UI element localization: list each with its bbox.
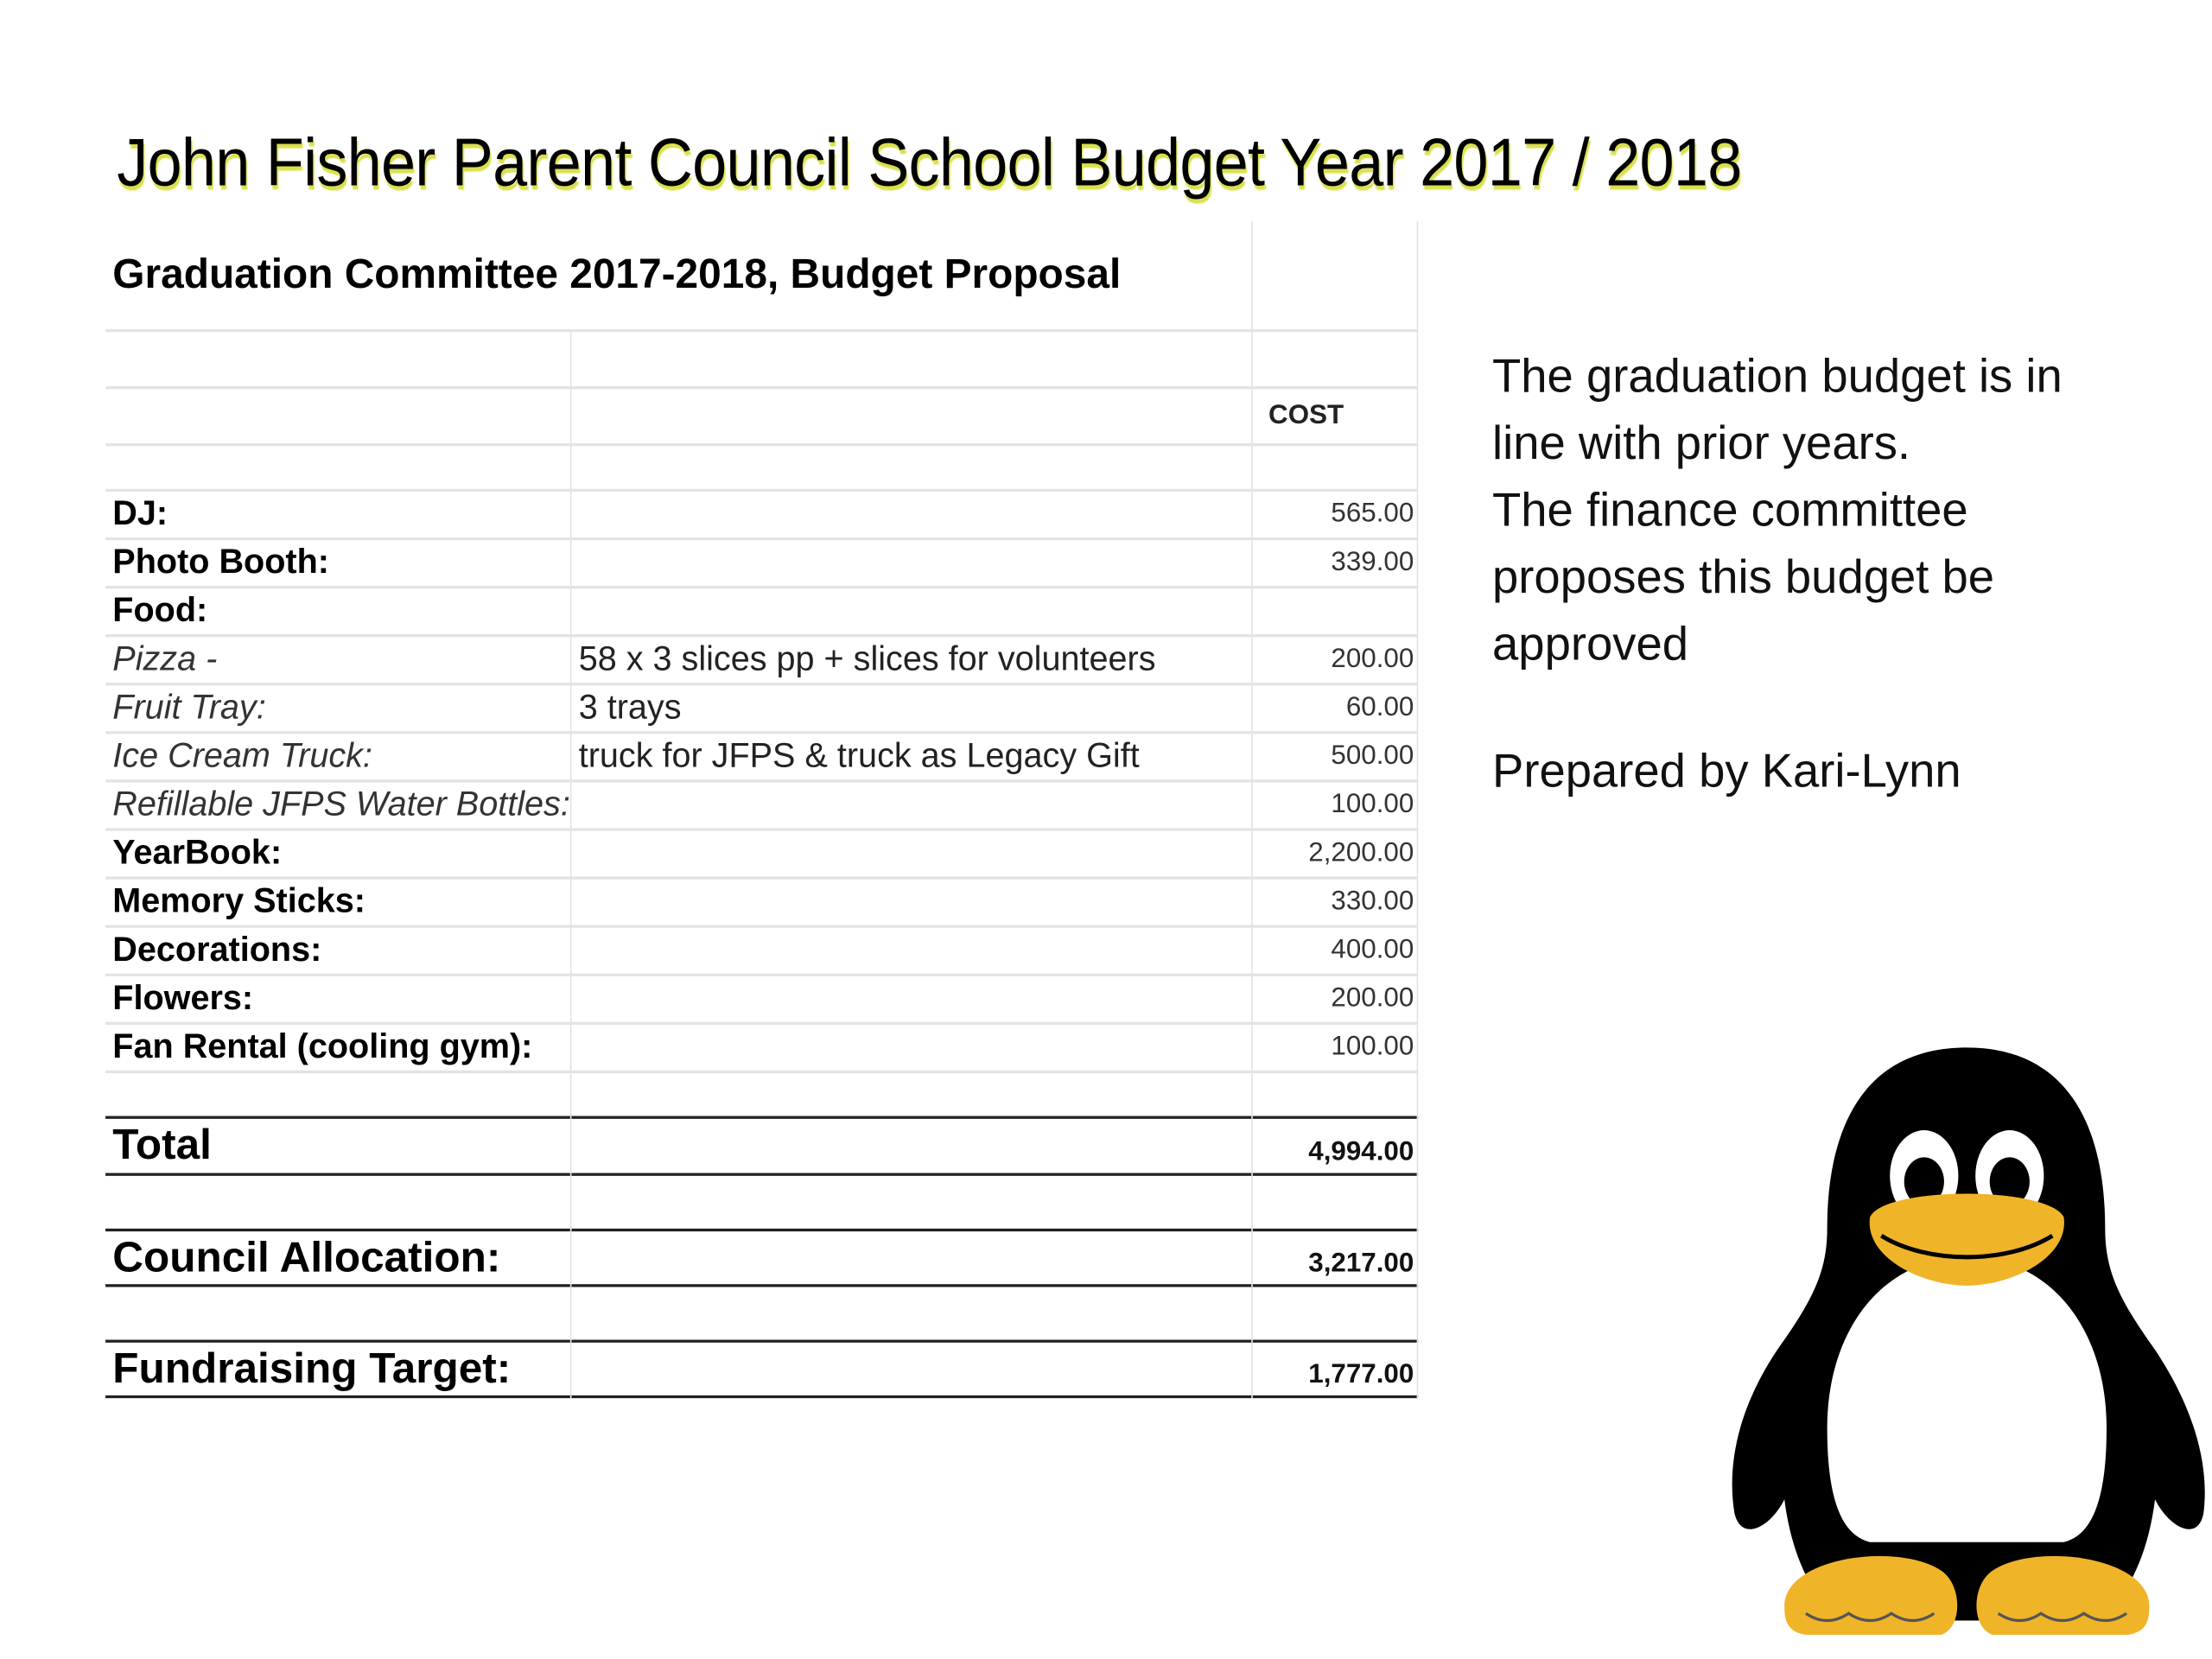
- table-heading-row: Graduation Committee 2017-2018, Budget P…: [105, 221, 1419, 333]
- table-heading: Graduation Committee 2017-2018, Budget P…: [112, 251, 1122, 297]
- council-allocation-value: 3,217.00: [1308, 1248, 1414, 1279]
- item-cost: 339.00: [1331, 547, 1414, 578]
- item-description: 3 trays: [578, 688, 682, 728]
- total-row: Total 4,994.00: [105, 1119, 1419, 1176]
- item-label: Memory Sticks:: [112, 882, 365, 921]
- table-row: YearBook: 2,200.00: [105, 831, 1419, 880]
- item-label: Fruit Tray:: [112, 688, 266, 728]
- item-description: [579, 880, 1249, 925]
- table-row: Ice Cream Truck: truck for JFPS & truck a…: [105, 734, 1419, 783]
- item-label: Decorations:: [112, 931, 322, 969]
- table-row: Decorations: 400.00: [105, 928, 1419, 976]
- cost-header: COST: [1268, 400, 1344, 431]
- prepared-by: Prepared by Kari-Lynn: [1492, 744, 1961, 798]
- item-cost: 200.00: [1331, 644, 1414, 675]
- table-row: Photo Booth: 339.00: [105, 540, 1419, 589]
- item-description: [579, 783, 1249, 829]
- note-text: The graduation budget is in line with pri…: [1492, 342, 2063, 677]
- item-label: Food:: [112, 591, 208, 631]
- item-label: DJ:: [112, 494, 168, 533]
- column-divider: [1251, 220, 1253, 1399]
- blank-row: [105, 1073, 1419, 1119]
- note-line: approved: [1492, 617, 1689, 671]
- item-description: [579, 1025, 1249, 1071]
- item-description: [579, 976, 1249, 1022]
- item-label: Flowers:: [112, 979, 254, 1018]
- item-cost: 2,200.00: [1308, 837, 1414, 868]
- note-line: proposes this budget be: [1492, 550, 1995, 603]
- table-row: Memory Sticks: 330.00: [105, 880, 1419, 928]
- item-cost: 400.00: [1331, 935, 1414, 965]
- item-cost: [1255, 588, 1414, 634]
- table-row: Food:: [105, 588, 1419, 638]
- item-cost: 330.00: [1331, 886, 1414, 917]
- item-cost: 565.00: [1331, 499, 1414, 529]
- note-line: line with prior years.: [1492, 416, 1911, 469]
- blank-row: [105, 332, 1419, 390]
- item-label: YearBook:: [112, 833, 283, 873]
- table-row: DJ: 565.00: [105, 492, 1419, 541]
- fundraising-target-label: Fundraising Target:: [112, 1344, 512, 1392]
- item-cost: 100.00: [1331, 789, 1414, 820]
- table-row: Fan Rental (cooling gym): 100.00: [105, 1025, 1419, 1074]
- blank-row: [105, 1287, 1419, 1343]
- slide-title: John Fisher Parent Council School Budget…: [117, 124, 1742, 200]
- table-row: Refillable JFPS Water Bottles: 100.00: [105, 783, 1419, 831]
- council-allocation-row: Council Allocation: 3,217.00: [105, 1231, 1419, 1287]
- blank-row: [105, 1176, 1419, 1232]
- item-cost: 200.00: [1331, 983, 1414, 1014]
- item-description: [579, 492, 1249, 537]
- item-label: Fan Rental (cooling gym):: [112, 1027, 533, 1066]
- header-row: COST: [105, 389, 1419, 447]
- fundraising-target-value: 1,777.00: [1308, 1359, 1414, 1390]
- note-line: The graduation budget is in: [1492, 349, 2063, 403]
- item-description: 58 x 3 slices pp + slices for volunteers: [578, 639, 1156, 679]
- fundraising-target-row: Fundraising Target: 1,777.00: [105, 1343, 1419, 1399]
- item-description: [579, 928, 1249, 974]
- item-cost: 60.00: [1345, 692, 1414, 723]
- item-label: Refillable JFPS Water Bottles:: [112, 785, 570, 824]
- penguin-icon: [1732, 1047, 2205, 1635]
- total-value: 4,994.00: [1308, 1137, 1414, 1167]
- column-divider: [569, 332, 572, 1399]
- item-description: [579, 831, 1249, 877]
- note-line: The finance committee: [1492, 483, 1968, 537]
- table-row: Fruit Tray: 3 trays 60.00: [105, 685, 1419, 734]
- item-label: Pizza -: [112, 639, 218, 679]
- column-divider: [1416, 220, 1419, 1399]
- blank-row: [105, 446, 1419, 493]
- item-cost: 500.00: [1331, 741, 1414, 772]
- table-row: Pizza - 58 x 3 slices pp + slices for vol…: [105, 637, 1419, 686]
- item-cost: 100.00: [1331, 1032, 1414, 1062]
- item-label: Photo Booth:: [112, 543, 329, 582]
- item-label: Ice Cream Truck:: [112, 736, 372, 776]
- item-description: truck for JFPS & truck as Legacy Gift: [578, 736, 1140, 776]
- total-label: Total: [112, 1122, 212, 1169]
- item-description: [579, 540, 1249, 586]
- item-description: [579, 588, 1249, 634]
- council-allocation-label: Council Allocation:: [112, 1233, 501, 1281]
- table-row: Flowers: 200.00: [105, 976, 1419, 1025]
